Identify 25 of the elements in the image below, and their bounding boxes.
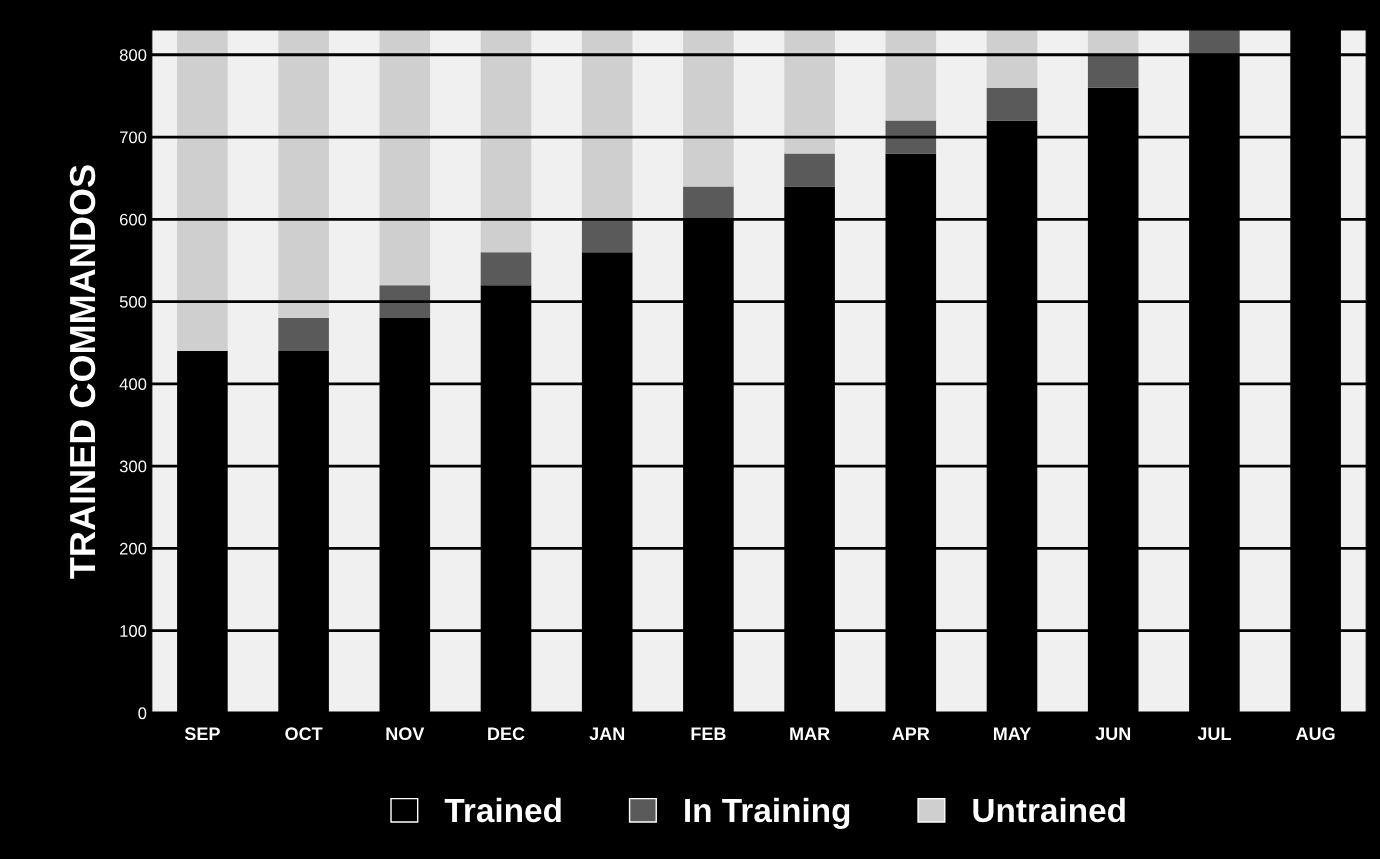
y-tick-label: 700 (119, 131, 147, 144)
y-tick-label: 100 (120, 625, 147, 637)
y-tick-label: 800 (119, 49, 147, 61)
x-tick-label: JUN (1095, 727, 1131, 741)
y-tick-label: 400 (119, 378, 147, 391)
y-axis-title: TRAINED COMMANDOS (69, 165, 96, 579)
x-tick-label: APR (892, 727, 930, 740)
legend-label: Trained (444, 797, 561, 823)
x-tick-label: JAN (589, 727, 625, 741)
x-tick-label: NOV (386, 727, 425, 741)
y-tick-label: 300 (119, 460, 147, 473)
x-tick-label: FEB (691, 727, 726, 740)
x-tick-label: JUL (1197, 727, 1231, 741)
x-tick-label: DEC (488, 727, 525, 741)
y-tick-label: 600 (119, 213, 147, 226)
x-tick-label: OCT (285, 727, 323, 741)
x-tick-label: MAY (993, 727, 1031, 740)
legend-label: In Training (685, 797, 850, 829)
x-tick-label: AUG (1295, 727, 1335, 741)
legend-label: Untrained (973, 797, 1125, 823)
y-tick-label: 200 (119, 542, 147, 555)
y-tick-label: 500 (119, 295, 147, 308)
x-tick-label: SEP (184, 727, 220, 741)
x-tick-label: MAR (790, 727, 830, 740)
y-tick-label: 0 (138, 707, 147, 720)
